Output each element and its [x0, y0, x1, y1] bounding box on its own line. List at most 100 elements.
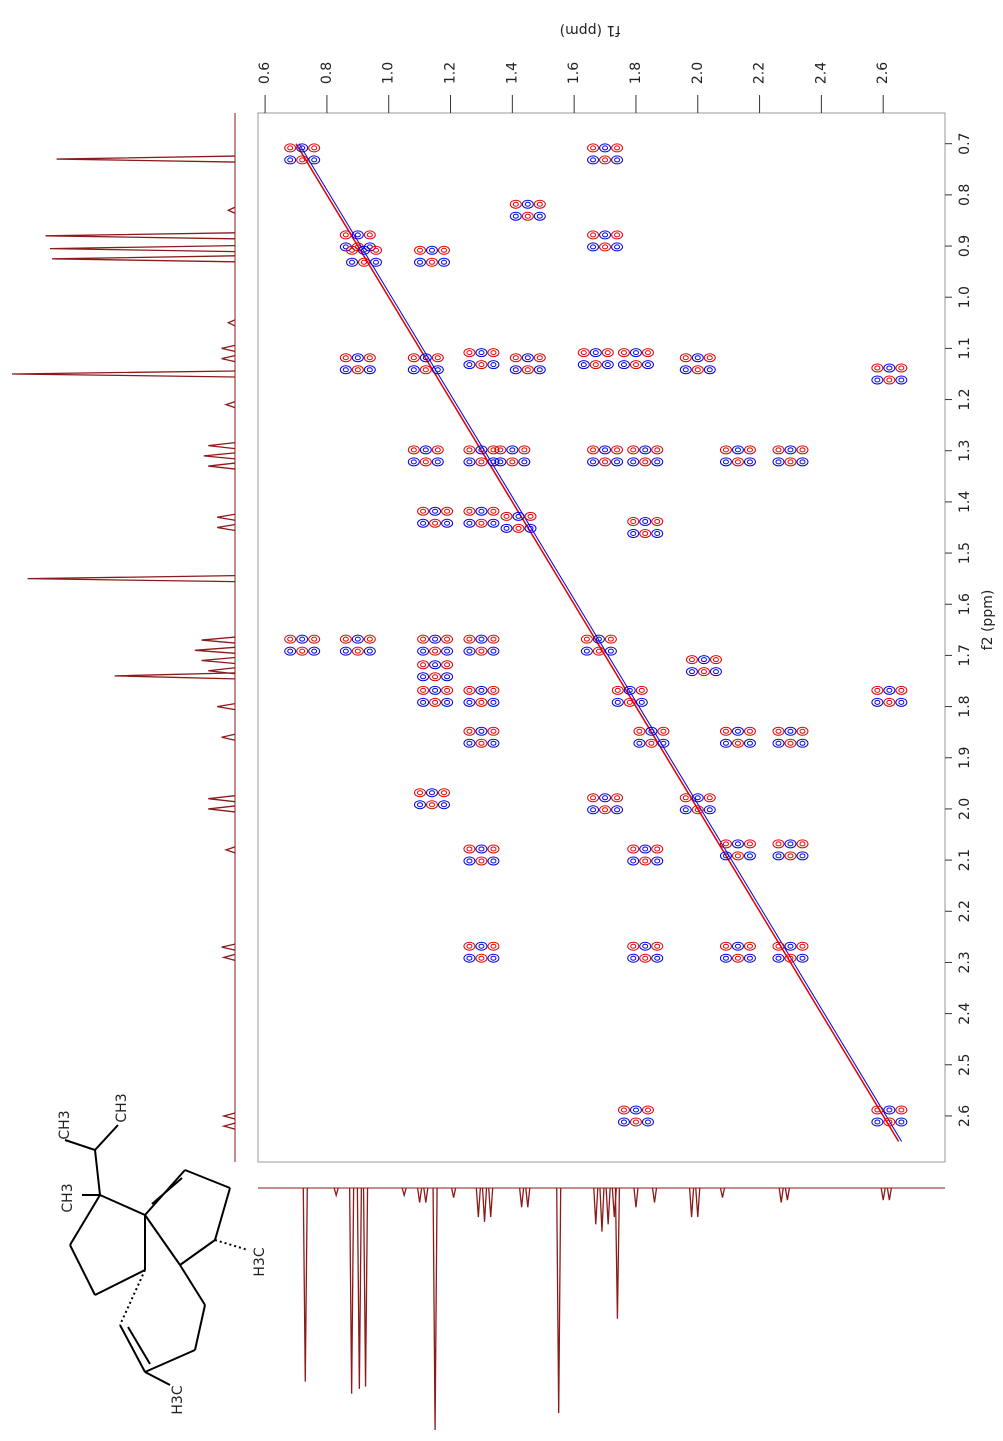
contour — [887, 366, 892, 370]
contour — [720, 727, 731, 735]
contour — [479, 637, 484, 641]
contour — [652, 845, 663, 853]
contour — [603, 796, 608, 800]
cross-peak — [464, 507, 499, 527]
contour — [608, 649, 613, 653]
contour — [680, 354, 691, 362]
contour — [630, 361, 641, 369]
contour — [479, 956, 484, 960]
contour — [698, 656, 709, 664]
cross-peak — [720, 446, 755, 466]
cross-peak — [588, 794, 623, 814]
contour — [435, 448, 440, 452]
contour — [476, 458, 487, 466]
contour — [513, 214, 518, 218]
contour — [735, 854, 740, 858]
contour — [525, 512, 536, 520]
structure-label: H3C — [170, 1385, 186, 1414]
contour — [441, 791, 446, 795]
contour — [603, 448, 608, 452]
contour — [797, 942, 808, 950]
contour — [872, 364, 883, 372]
contour — [695, 368, 700, 372]
contour — [491, 637, 496, 641]
contour — [747, 460, 752, 464]
contour — [288, 649, 293, 653]
left-spectrum-peak — [224, 1113, 235, 1119]
contour — [797, 446, 808, 454]
structure-label: CH3 — [60, 1183, 76, 1212]
contour — [605, 363, 610, 367]
contour — [692, 354, 703, 362]
contour — [618, 349, 629, 357]
contour — [800, 460, 805, 464]
contour — [504, 526, 509, 530]
bottom-spectrum-peak — [433, 1188, 437, 1430]
contour — [747, 944, 752, 948]
contour — [479, 944, 484, 948]
contour — [479, 729, 484, 733]
contour — [522, 200, 533, 208]
contour — [800, 741, 805, 745]
contour — [642, 349, 653, 357]
contour — [707, 356, 712, 360]
contour — [785, 727, 796, 735]
contour — [479, 859, 484, 863]
contour — [588, 231, 599, 239]
contour — [645, 363, 650, 367]
contour — [491, 521, 496, 525]
contour — [603, 460, 608, 464]
contour — [612, 806, 623, 814]
contour — [420, 366, 431, 374]
contour — [896, 698, 907, 706]
contour — [683, 368, 688, 372]
contour — [643, 460, 648, 464]
contour — [411, 448, 416, 452]
y-tick-label: 2.0 — [957, 798, 973, 820]
contour — [618, 361, 629, 369]
contour — [488, 635, 499, 643]
contour — [364, 231, 375, 239]
contour — [435, 356, 440, 360]
contour — [418, 686, 429, 694]
contour — [899, 378, 904, 382]
contour — [364, 366, 375, 374]
contour — [720, 942, 731, 950]
y-tick-label: 2.6 — [957, 1105, 973, 1127]
contour — [704, 354, 715, 362]
contour — [875, 688, 880, 692]
contour — [732, 840, 743, 848]
contour — [723, 944, 728, 948]
left-spectrum-peak — [222, 944, 235, 950]
bottom-spectrum-peak — [720, 1188, 724, 1198]
contour — [534, 212, 545, 220]
contour — [476, 635, 487, 643]
contour — [655, 956, 660, 960]
bottom-spectrum-peak — [452, 1188, 456, 1198]
contour — [495, 446, 506, 454]
contour — [464, 635, 475, 643]
contour — [430, 661, 441, 669]
x-tick-label: 2.6 — [875, 62, 891, 84]
contour — [680, 806, 691, 814]
contour — [652, 458, 663, 466]
contour — [510, 200, 521, 208]
contour — [355, 649, 360, 653]
contour — [735, 729, 740, 733]
cross-peak — [340, 635, 375, 655]
contour — [525, 214, 530, 218]
contour — [445, 700, 450, 704]
contour — [615, 808, 620, 812]
left-spectrum-peak — [204, 453, 235, 459]
left-spectrum-peak — [224, 1123, 235, 1129]
contour — [612, 243, 623, 251]
contour — [442, 635, 453, 643]
contour — [464, 739, 475, 747]
contour — [464, 446, 475, 454]
contour — [340, 635, 351, 643]
contour — [534, 366, 545, 374]
contour — [634, 739, 645, 747]
contour — [464, 458, 475, 466]
contour — [747, 842, 752, 846]
contour — [896, 686, 907, 694]
